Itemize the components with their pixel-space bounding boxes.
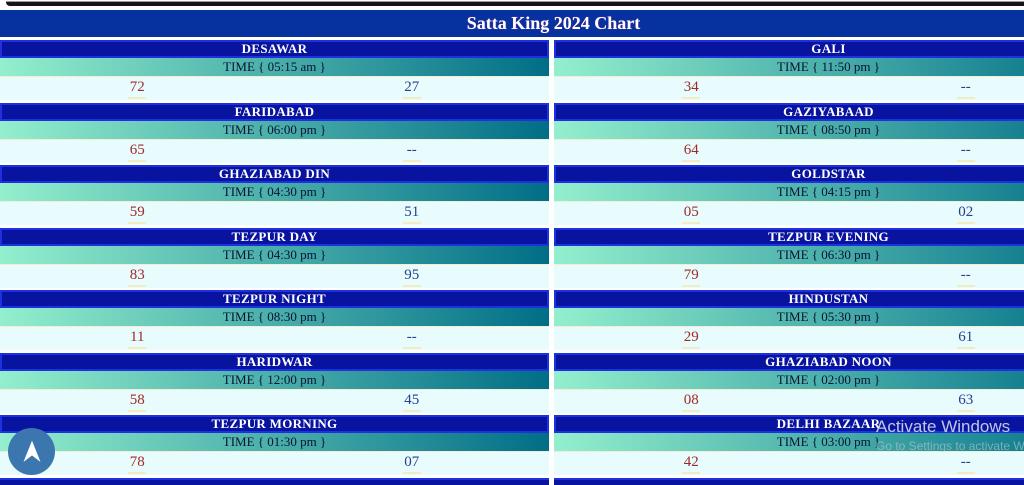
- game-name: GALI: [554, 40, 1024, 58]
- game-time: TIME { 06:00 pm }: [0, 121, 549, 140]
- game-right-result: --: [275, 327, 550, 350]
- page-title: Satta King 2024 Chart: [0, 10, 1024, 37]
- game-results-row: 58 45: [0, 390, 549, 413]
- game-left-result: 64: [554, 140, 829, 163]
- game-results-row: 11 --: [0, 327, 549, 350]
- game-right-result: 51: [275, 202, 550, 225]
- game-time: TIME { 05:15 am }: [0, 58, 549, 77]
- game-time: TIME { 03:00 pm }: [554, 433, 1024, 452]
- game-card: HINDUSTAN TIME { 05:30 pm } 29 61: [554, 290, 1024, 350]
- game-time: TIME { 02:00 pm }: [554, 371, 1024, 390]
- game-name: GHAZIABAD DIN: [0, 165, 549, 183]
- game-card: HARIDWAR TIME { 12:00 pm } 58 45: [0, 353, 549, 413]
- game-card: TEZPUR MORNING TIME { 01:30 pm } 78 07: [0, 415, 549, 475]
- game-results-row: 78 07: [0, 452, 549, 475]
- game-time: TIME { 01:30 pm }: [0, 433, 549, 452]
- game-results-row: 72 27: [0, 77, 549, 100]
- game-right-result: 27: [275, 77, 550, 100]
- game-card: TEZPUR NIGHT TIME { 08:30 pm } 11 --: [0, 290, 549, 350]
- game-left-result: 58: [0, 390, 275, 413]
- game-card: FARIDABAD TIME { 06:00 pm } 65 --: [0, 103, 549, 163]
- games-grid: DESAWAR TIME { 05:15 am } 72 27 GALI TIM…: [0, 40, 1024, 485]
- game-right-result: --: [275, 140, 550, 163]
- game-time: TIME { 12:00 pm }: [0, 371, 549, 390]
- game-card: GOLDSTAR TIME { 04:15 pm } 05 02: [554, 165, 1024, 225]
- game-name: HARIDWAR: [0, 353, 549, 371]
- game-left-result: 42: [554, 452, 829, 475]
- game-card: DELHI BAZAAR TIME { 03:00 pm } 42 --: [554, 415, 1024, 475]
- game-results-row: 65 --: [0, 140, 549, 163]
- game-time: TIME { 04:15 pm }: [554, 183, 1024, 202]
- game-results-row: 59 51: [0, 202, 549, 225]
- game-left-result: 83: [0, 265, 275, 288]
- game-card: TEZPUR DAY TIME { 04:30 pm } 83 95: [0, 228, 549, 288]
- top-border-strip: [0, 0, 1024, 9]
- top-border-line: [6, 2, 1024, 6]
- game-time: TIME { 06:30 pm }: [554, 246, 1024, 265]
- game-left-result: 59: [0, 202, 275, 225]
- game-right-result: 02: [829, 202, 1024, 225]
- game-right-result: 61: [829, 327, 1024, 350]
- game-time: TIME { 04:30 pm }: [0, 183, 549, 202]
- game-right-result: --: [829, 77, 1024, 100]
- game-left-result: 05: [554, 202, 829, 225]
- game-right-result: 63: [829, 390, 1024, 413]
- game-left-result: 11: [0, 327, 275, 350]
- game-card: TEZPUR EVENING TIME { 06:30 pm } 79 --: [554, 228, 1024, 288]
- game-results-row: 64 --: [554, 140, 1024, 163]
- game-left-result: 72: [0, 77, 275, 100]
- game-name: TEZPUR MORNING: [0, 415, 549, 433]
- game-name: DESAWAR: [0, 40, 549, 58]
- game-results-row: 83 95: [0, 265, 549, 288]
- game-right-result: --: [829, 140, 1024, 163]
- game-card: GHAZIABAD NOON TIME { 02:00 pm } 08 63: [554, 353, 1024, 413]
- game-time: TIME { 05:30 pm }: [554, 308, 1024, 327]
- game-name: GOLDSTAR: [554, 165, 1024, 183]
- game-name: GAZIYABAAD: [554, 103, 1024, 121]
- game-results-row: 79 --: [554, 265, 1024, 288]
- arrow-up-icon: [15, 435, 49, 469]
- game-time: TIME { 11:50 pm }: [554, 58, 1024, 77]
- next-row-header-stub: [554, 478, 1024, 485]
- game-name: TEZPUR DAY: [0, 228, 549, 246]
- game-name: FARIDABAD: [0, 103, 549, 121]
- game-time: TIME { 08:30 pm }: [0, 308, 549, 327]
- game-card: DESAWAR TIME { 05:15 am } 72 27: [0, 40, 549, 100]
- game-left-result: 29: [554, 327, 829, 350]
- game-left-result: 79: [554, 265, 829, 288]
- game-time: TIME { 04:30 pm }: [0, 246, 549, 265]
- scroll-top-button[interactable]: [8, 428, 55, 475]
- game-results-row: 08 63: [554, 390, 1024, 413]
- game-right-result: --: [829, 265, 1024, 288]
- game-name: DELHI BAZAAR: [554, 415, 1024, 433]
- game-time: TIME { 08:50 pm }: [554, 121, 1024, 140]
- game-card: GHAZIABAD DIN TIME { 04:30 pm } 59 51: [0, 165, 549, 225]
- game-results-row: 29 61: [554, 327, 1024, 350]
- game-right-result: 07: [275, 452, 550, 475]
- game-card: GAZIYABAAD TIME { 08:50 pm } 64 --: [554, 103, 1024, 163]
- next-row-header-stub: [0, 478, 549, 485]
- game-left-result: 34: [554, 77, 829, 100]
- game-results-row: 42 --: [554, 452, 1024, 475]
- game-right-result: 45: [275, 390, 550, 413]
- game-left-result: 65: [0, 140, 275, 163]
- game-results-row: 05 02: [554, 202, 1024, 225]
- game-name: TEZPUR EVENING: [554, 228, 1024, 246]
- game-left-result: 08: [554, 390, 829, 413]
- game-name: GHAZIABAD NOON: [554, 353, 1024, 371]
- game-name: TEZPUR NIGHT: [0, 290, 549, 308]
- game-right-result: --: [829, 452, 1024, 475]
- game-name: HINDUSTAN: [554, 290, 1024, 308]
- game-card: GALI TIME { 11:50 pm } 34 --: [554, 40, 1024, 100]
- game-right-result: 95: [275, 265, 550, 288]
- game-results-row: 34 --: [554, 77, 1024, 100]
